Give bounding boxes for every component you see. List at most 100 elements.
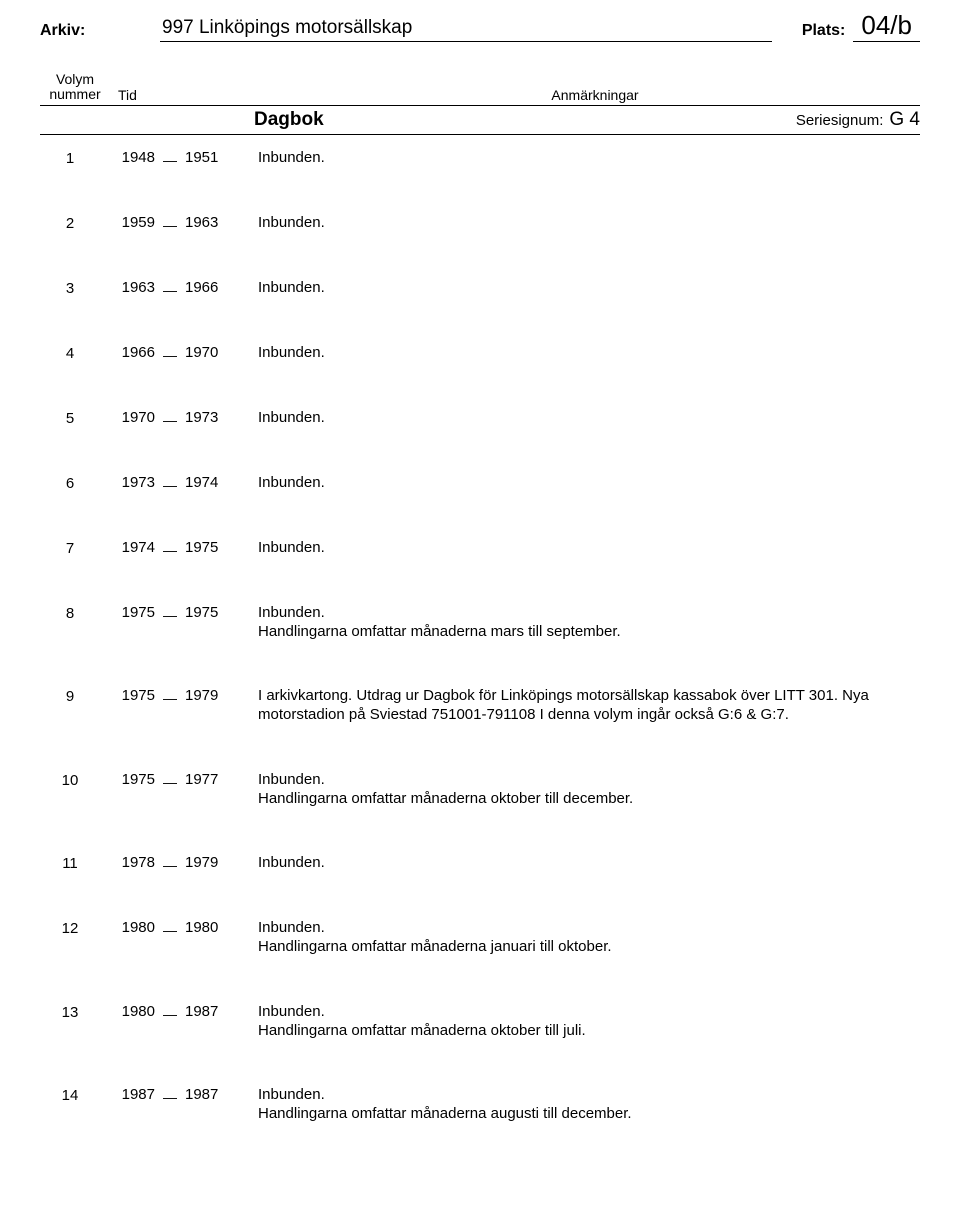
row-number: 6 [40, 474, 100, 492]
row-text: Inbunden.Handlingarna omfattar månaderna… [240, 1003, 920, 1041]
row-year-to: 1963 [185, 214, 240, 231]
row-year-from: 1975 [100, 604, 155, 621]
row-year-to: 1975 [185, 604, 240, 621]
arkiv-title: 997 Linköpings motorsällskap [160, 17, 772, 42]
table-row: 131980—1987Inbunden.Handlingarna omfatta… [40, 1003, 920, 1041]
table-row: 21959—1963Inbunden. [40, 214, 920, 233]
row-year-from: 1980 [100, 919, 155, 936]
row-year-to: 1979 [185, 687, 240, 704]
row-text: Inbunden.Handlingarna omfattar månaderna… [240, 604, 920, 642]
section-header-row: Dagbok Seriesignum: G 4 [40, 106, 920, 135]
row-year-dash: — [155, 409, 185, 428]
header-top-row: Arkiv: 997 Linköpings motorsällskap Plat… [40, 10, 920, 42]
row-year-to: 1979 [185, 854, 240, 871]
row-year-to: 1975 [185, 539, 240, 556]
table-row: 91975—1979I arkivkartong. Utdrag ur Dagb… [40, 687, 920, 725]
row-number: 7 [40, 539, 100, 557]
row-text: Inbunden. [240, 279, 920, 298]
row-year-from: 1963 [100, 279, 155, 296]
row-text: Inbunden. [240, 344, 920, 363]
table-row: 51970—1973Inbunden. [40, 409, 920, 428]
volym-nummer-label: Volym nummer [40, 72, 110, 103]
row-text: Inbunden. [240, 474, 920, 493]
row-text: Inbunden.Handlingarna omfattar månaderna… [240, 919, 920, 957]
row-year-from: 1959 [100, 214, 155, 231]
row-year-from: 1975 [100, 771, 155, 788]
table-row: 61973—1974Inbunden. [40, 474, 920, 493]
arkiv-label: Arkiv: [40, 22, 160, 42]
plats-label: Plats: [802, 22, 846, 42]
row-year-dash: — [155, 149, 185, 168]
row-year-to: 1970 [185, 344, 240, 361]
table-row: 41966—1970Inbunden. [40, 344, 920, 363]
table-row: 31963—1966Inbunden. [40, 279, 920, 298]
row-year-dash: — [155, 214, 185, 233]
volym-label-line1: Volym [56, 71, 94, 87]
plats-value: 04/b [853, 10, 920, 42]
row-year-from: 1948 [100, 149, 155, 166]
row-text: Inbunden. [240, 214, 920, 233]
row-number: 5 [40, 409, 100, 427]
table-row: 101975—1977Inbunden.Handlingarna omfatta… [40, 771, 920, 809]
row-year-from: 1966 [100, 344, 155, 361]
row-year-dash: — [155, 1086, 185, 1105]
row-year-to: 1980 [185, 919, 240, 936]
row-year-to: 1987 [185, 1003, 240, 1020]
row-year-to: 1973 [185, 409, 240, 426]
row-year-dash: — [155, 771, 185, 790]
anmarkningar-label: Anmärkningar [270, 87, 920, 103]
table-row: 111978—1979Inbunden. [40, 854, 920, 873]
row-number: 4 [40, 344, 100, 362]
row-number: 3 [40, 279, 100, 297]
row-text: I arkivkartong. Utdrag ur Dagbok för Lin… [240, 687, 920, 725]
row-year-from: 1970 [100, 409, 155, 426]
section-title: Dagbok [254, 109, 324, 131]
row-year-to: 1966 [185, 279, 240, 296]
row-number: 9 [40, 687, 100, 705]
row-year-from: 1973 [100, 474, 155, 491]
row-year-dash: — [155, 604, 185, 623]
row-number: 1 [40, 149, 100, 167]
row-year-from: 1975 [100, 687, 155, 704]
entries-list: 11948—1951Inbunden.21959—1963Inbunden.31… [40, 149, 920, 1124]
row-year-to: 1951 [185, 149, 240, 166]
row-text: Inbunden. [240, 539, 920, 558]
table-row: 121980—1980Inbunden.Handlingarna omfatta… [40, 919, 920, 957]
volym-label-line2: nummer [49, 86, 100, 102]
column-header-row: Volym nummer Tid Anmärkningar [40, 72, 920, 106]
row-number: 10 [40, 771, 100, 789]
row-year-to: 1987 [185, 1086, 240, 1103]
row-year-dash: — [155, 919, 185, 938]
table-row: 11948—1951Inbunden. [40, 149, 920, 168]
row-number: 2 [40, 214, 100, 232]
row-number: 11 [40, 854, 100, 872]
row-year-dash: — [155, 474, 185, 493]
row-number: 12 [40, 919, 100, 937]
row-text: Inbunden.Handlingarna omfattar månaderna… [240, 771, 920, 809]
row-text: Inbunden.Handlingarna omfattar månaderna… [240, 1086, 920, 1124]
table-row: 81975—1975Inbunden.Handlingarna omfattar… [40, 604, 920, 642]
row-year-dash: — [155, 344, 185, 363]
row-year-dash: — [155, 687, 185, 706]
row-text: Inbunden. [240, 149, 920, 168]
row-year-dash: — [155, 539, 185, 558]
row-year-from: 1974 [100, 539, 155, 556]
table-row: 141987—1987Inbunden.Handlingarna omfatta… [40, 1086, 920, 1124]
row-year-dash: — [155, 1003, 185, 1022]
tid-label: Tid [110, 87, 270, 103]
row-text: Inbunden. [240, 854, 920, 873]
row-number: 13 [40, 1003, 100, 1021]
seriesignum-label: Seriesignum: [796, 112, 884, 129]
row-year-from: 1978 [100, 854, 155, 871]
row-year-to: 1977 [185, 771, 240, 788]
row-year-from: 1987 [100, 1086, 155, 1103]
page: Arkiv: 997 Linköpings motorsällskap Plat… [0, 0, 960, 1210]
row-year-dash: — [155, 854, 185, 873]
row-text: Inbunden. [240, 409, 920, 428]
seriesignum-value: G 4 [889, 109, 920, 131]
row-year-dash: — [155, 279, 185, 298]
row-number: 8 [40, 604, 100, 622]
table-row: 71974—1975Inbunden. [40, 539, 920, 558]
row-year-from: 1980 [100, 1003, 155, 1020]
row-year-to: 1974 [185, 474, 240, 491]
